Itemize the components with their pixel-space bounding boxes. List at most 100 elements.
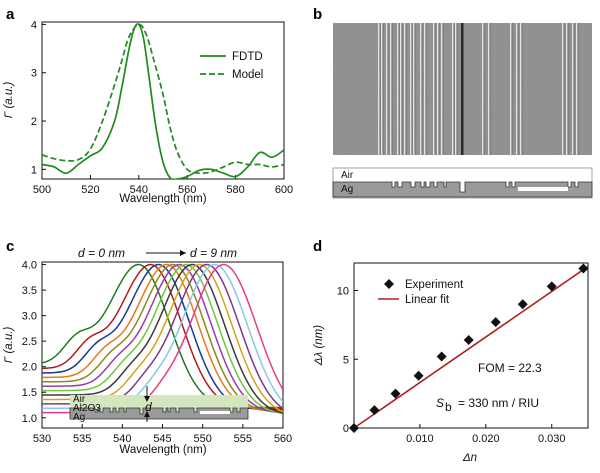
panel-c-curve xyxy=(42,263,283,412)
sem-bright-line xyxy=(441,23,443,155)
sem-dark-line xyxy=(398,23,400,155)
sem-bright-line xyxy=(572,23,574,155)
sem-bright-line xyxy=(390,23,392,155)
sem-dark-line xyxy=(511,23,513,155)
panel-a-x-tick-label: 580 xyxy=(226,184,244,196)
legend-experiment-marker xyxy=(384,279,394,289)
sem-dark-line xyxy=(521,23,523,155)
sem-bright-line xyxy=(437,23,439,155)
sem-bright-line xyxy=(562,23,564,155)
sem-bright-line xyxy=(413,23,415,155)
panel-b: b Air Ag xyxy=(313,6,593,199)
panel-a-legend: FDTD Model xyxy=(200,51,263,81)
sem-bright-line xyxy=(400,23,402,155)
panel-a-x-tick-label: 520 xyxy=(81,184,99,196)
legend-fdtd-label: FDTD xyxy=(232,51,263,63)
panel-d-x-tick-label: 0.020 xyxy=(472,433,500,445)
panel-d-y-tick-label: 10 xyxy=(337,286,349,298)
sem-dark-line xyxy=(573,23,575,155)
panel-c-y-ticks: 1.0 1.5 2.0 2.5 3.0 3.5 4.0 xyxy=(22,260,46,425)
panel-c-schematic: Air Al2O3 Ag d xyxy=(69,386,249,423)
sem-dark-line xyxy=(414,23,416,155)
panel-c-curves xyxy=(42,263,283,414)
sem-bright-line xyxy=(397,23,399,155)
legend-experiment-label: Experiment xyxy=(405,279,464,291)
panel-c-x-tick-label: 555 xyxy=(234,433,252,445)
panel-c-y-tick-label: 2.0 xyxy=(22,362,37,374)
panel-d-experiment-point xyxy=(436,351,447,362)
panel-c-x-tick-label: 540 xyxy=(113,433,131,445)
sem-dark-line xyxy=(442,23,444,155)
sem-dark-line xyxy=(483,23,485,155)
sem-slit-lines xyxy=(378,23,579,155)
sem-bright-line xyxy=(420,23,422,155)
panel-d-label: d xyxy=(313,238,322,255)
panel-a-x-ticks: 500 520 540 560 580 600 xyxy=(33,175,293,196)
panel-c-ag-label: Ag xyxy=(73,412,85,423)
sem-bright-line xyxy=(381,23,383,155)
panel-d-y-tick-label: 5 xyxy=(343,354,349,366)
panel-c-curve xyxy=(42,263,283,410)
panel-c-y-tick-label: 1.5 xyxy=(22,387,37,399)
panel-c-curve xyxy=(42,263,283,410)
panel-b-ag-label: Ag xyxy=(341,184,353,195)
sem-dark-line xyxy=(563,23,565,155)
sem-dark-line xyxy=(425,23,427,155)
panel-c-label: c xyxy=(6,238,14,255)
sem-bright-line xyxy=(488,23,490,155)
panel-d-experiment-point xyxy=(463,335,474,345)
sem-bright-line xyxy=(433,23,435,155)
panel-a-fdtd-line xyxy=(42,23,284,179)
panel-c-d-label: d xyxy=(145,400,152,414)
panel-d-sensitivity-annotation: S b = 330 nm / RIU xyxy=(436,396,539,414)
panel-d-frame xyxy=(353,262,589,429)
panel-a-model-line xyxy=(42,23,284,175)
panel-d-linear-fit-line xyxy=(353,265,589,429)
panel-d-x-tick-label: 0.010 xyxy=(406,433,434,445)
panel-d-experiment-point xyxy=(369,405,380,416)
sem-bright-line xyxy=(404,23,406,155)
panel-d-experiment-point xyxy=(349,423,359,433)
panel-d: d 0.010 0.020 0.030 0 5 10 Experiment Linear… xyxy=(313,238,589,464)
panel-d-fom-annotation: FOM = 22.3 xyxy=(478,361,542,375)
sem-dark-line xyxy=(456,23,458,155)
panel-b-label: b xyxy=(313,6,322,23)
panel-c-x-tick-label: 545 xyxy=(153,433,171,445)
sem-dark-line xyxy=(438,23,440,155)
sem-bright-line xyxy=(510,23,512,155)
panel-d-experiment-points xyxy=(349,263,589,433)
panel-c-curve xyxy=(42,263,283,414)
panel-a-x-tick-label: 560 xyxy=(178,184,196,196)
panel-a: a 500 520 540 560 580 600 1 2 3 4 Wavelength (nm… xyxy=(3,6,293,205)
sem-bright-line xyxy=(378,23,380,155)
sem-bright-line xyxy=(566,23,568,155)
panel-a-y-ticks: 1 2 3 4 xyxy=(31,19,46,176)
panel-c-x-tick-label: 560 xyxy=(274,433,292,445)
svg-text:S: S xyxy=(436,396,444,410)
sem-dark-line xyxy=(405,23,407,155)
panel-a-x-tick-label: 500 xyxy=(33,184,51,196)
svg-text:b: b xyxy=(445,400,452,414)
sem-dark-line xyxy=(411,23,413,155)
panel-c-y-tick-label: 3.0 xyxy=(22,311,37,323)
panel-c-ag-layer xyxy=(69,407,249,420)
sem-bright-line xyxy=(424,23,426,155)
panel-b-scale-bar xyxy=(518,187,568,191)
panel-c-x-tick-label: 535 xyxy=(73,433,91,445)
sem-bright-line xyxy=(455,23,457,155)
panel-a-frame xyxy=(41,21,285,180)
panel-b-schematic: Air Ag xyxy=(332,167,593,199)
legend-fit-label: Linear fit xyxy=(405,294,450,306)
panel-a-y-tick-label: 2 xyxy=(31,116,37,128)
sem-bright-line xyxy=(576,23,578,155)
panel-c-annotation-start: d = 0 nm xyxy=(78,246,125,260)
panel-d-legend: Experiment Linear fit xyxy=(378,279,464,306)
panel-a-y-tick-label: 3 xyxy=(31,68,37,80)
panel-d-experiment-point xyxy=(390,388,401,399)
panel-c-air-label: Air xyxy=(73,394,86,405)
panel-c-annotation-end: d = 9 nm xyxy=(190,246,237,260)
panel-d-y-ticks: 0 5 10 xyxy=(337,286,358,435)
panel-d-x-tick-label: 0.030 xyxy=(538,433,566,445)
panel-a-x-tick-label: 540 xyxy=(130,184,148,196)
